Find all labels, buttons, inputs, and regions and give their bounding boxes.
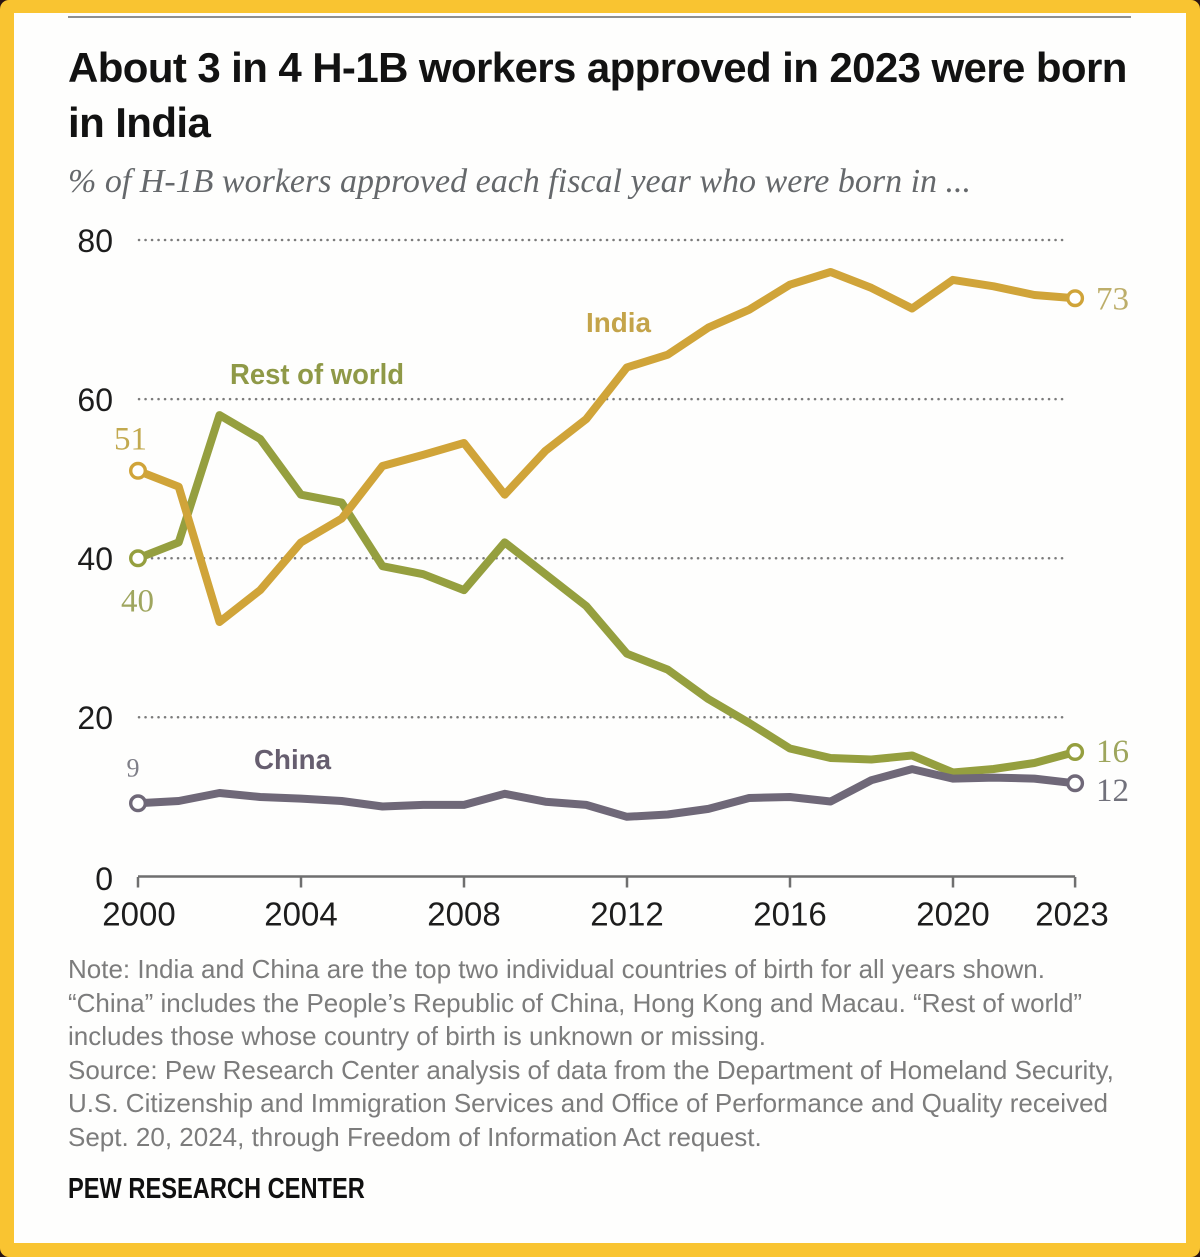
svg-text:40: 40 [77, 541, 113, 577]
svg-text:India: India [586, 307, 652, 338]
svg-text:51: 51 [114, 422, 147, 458]
svg-text:2008: 2008 [427, 896, 500, 933]
svg-text:73: 73 [1096, 282, 1129, 318]
svg-text:60: 60 [77, 382, 113, 418]
svg-text:12: 12 [1096, 773, 1129, 809]
svg-text:80: 80 [77, 223, 113, 259]
svg-text:Rest of world: Rest of world [230, 359, 404, 391]
svg-text:2020: 2020 [916, 896, 989, 933]
svg-text:2023: 2023 [1035, 896, 1108, 933]
svg-text:0: 0 [95, 861, 113, 897]
svg-text:9: 9 [127, 754, 140, 783]
svg-text:2000: 2000 [102, 896, 175, 933]
svg-text:2012: 2012 [590, 896, 663, 933]
svg-text:16: 16 [1096, 734, 1129, 770]
svg-text:40: 40 [121, 584, 154, 620]
svg-text:2004: 2004 [264, 896, 337, 933]
svg-text:2016: 2016 [753, 896, 826, 933]
svg-text:20: 20 [77, 700, 113, 736]
svg-text:China: China [254, 744, 332, 775]
